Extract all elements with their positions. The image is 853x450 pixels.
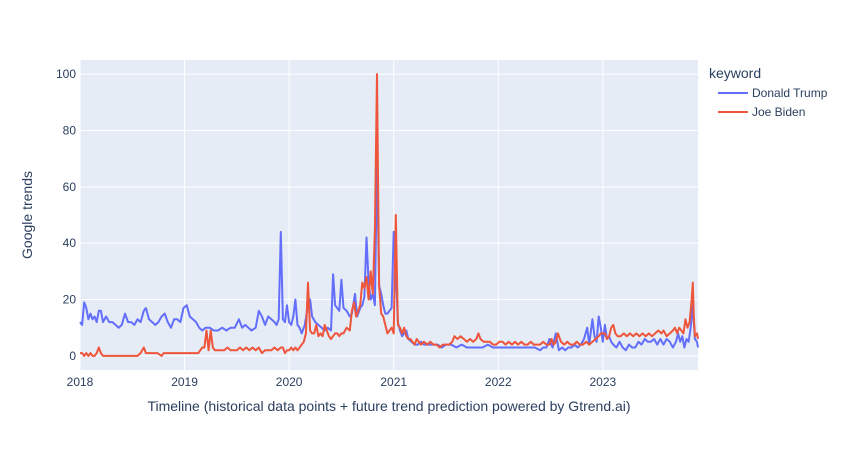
legend: keyword Donald Trump Joe Biden bbox=[709, 65, 828, 119]
x-tick-label: 2021 bbox=[380, 375, 407, 389]
plot-background bbox=[80, 60, 698, 370]
legend-label[interactable]: Donald Trump bbox=[752, 86, 828, 100]
x-axis-title: Timeline (historical data points + futur… bbox=[147, 398, 630, 414]
y-tick-label: 100 bbox=[56, 67, 76, 81]
y-tick-label: 80 bbox=[63, 123, 77, 137]
y-tick-label: 0 bbox=[69, 349, 76, 363]
y-tick-label: 60 bbox=[63, 180, 77, 194]
legend-label[interactable]: Joe Biden bbox=[752, 105, 805, 119]
legend-items: Donald Trump Joe Biden bbox=[718, 86, 828, 119]
x-tick-label: 2020 bbox=[276, 375, 303, 389]
y-tick-label: 20 bbox=[63, 293, 77, 307]
x-tick-label: 2018 bbox=[67, 375, 94, 389]
series-lines bbox=[79, 73, 699, 357]
y-tick-labels: 0 20 40 60 80 100 bbox=[56, 67, 76, 363]
legend-title: keyword bbox=[709, 65, 761, 81]
x-tick-label: 2022 bbox=[485, 375, 512, 389]
y-axis-title: Google trends bbox=[19, 171, 35, 259]
x-tick-label: 2019 bbox=[171, 375, 198, 389]
x-tick-label: 2023 bbox=[589, 375, 616, 389]
x-tick-labels: 2018 2019 2020 2021 2022 2023 bbox=[67, 375, 617, 389]
y-tick-label: 40 bbox=[63, 236, 77, 250]
series-line-joe-biden bbox=[80, 73, 699, 357]
